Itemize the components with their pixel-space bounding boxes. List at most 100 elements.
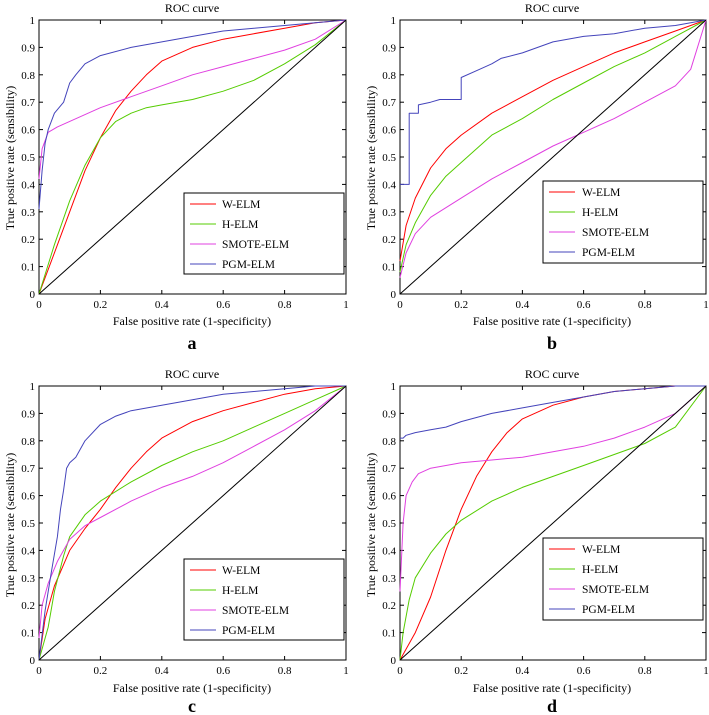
series-line-w-elm bbox=[399, 19, 707, 262]
x-axis-label: False positive rate (1-specificity) bbox=[473, 681, 631, 695]
legend-label-smote-elm: SMOTE-ELM bbox=[582, 584, 649, 596]
y-tick-label: 0.4 bbox=[382, 179, 396, 191]
legend: W-ELM H-ELM SMOTE-ELM PGM-ELM bbox=[542, 180, 704, 264]
y-tick-label: 1 bbox=[30, 381, 36, 393]
y-tick-label: 0.6 bbox=[21, 125, 35, 137]
y-axis-label-group: True positive rate (sensibility) bbox=[3, 86, 17, 231]
diagonal-reference-line bbox=[38, 19, 347, 295]
x-tick-label: 0.6 bbox=[577, 299, 591, 311]
y-tick-label: 0.9 bbox=[382, 408, 396, 420]
series-line-smote-elm bbox=[399, 385, 707, 592]
y-tick-label: 0.2 bbox=[21, 234, 35, 246]
x-tick-label: 0 bbox=[397, 299, 403, 311]
y-tick-label: 0 bbox=[391, 655, 397, 667]
series-line-h-elm bbox=[399, 385, 707, 661]
legend-label-w-elm: W-ELM bbox=[582, 544, 620, 556]
y-tick-label: 0.2 bbox=[382, 234, 396, 246]
y-tick-label: 0.2 bbox=[382, 600, 396, 612]
tick-group: 0 0.2 0.4 0.6 0.8 1 0 0.1 0.2 0.3 0.4 0.5 0.6 0.7 0.8 0… bbox=[21, 15, 349, 311]
y-tick-label: 0.3 bbox=[382, 207, 396, 219]
series-line-smote-elm bbox=[38, 19, 347, 179]
y-axis-label: True positive rate (sensibility) bbox=[364, 86, 378, 231]
y-tick-label: 0 bbox=[391, 289, 397, 301]
panel-a: ROC curve True positive rate (sensibilit… bbox=[3, 1, 349, 353]
y-tick-label: 1 bbox=[391, 15, 397, 27]
x-tick-label: 0.2 bbox=[454, 665, 468, 677]
x-tick-label: 0.4 bbox=[155, 299, 169, 311]
legend-label-pgm-elm: PGM-ELM bbox=[582, 604, 635, 616]
legend-label-h-elm: H-ELM bbox=[582, 207, 618, 219]
x-tick-label: 0.4 bbox=[516, 665, 530, 677]
series-group bbox=[38, 19, 347, 295]
series-line-smote-elm bbox=[38, 385, 347, 639]
x-axis-label: False positive rate (1-specificity) bbox=[473, 314, 631, 328]
y-tick-label: 0.8 bbox=[382, 436, 396, 448]
x-tick-label: 1 bbox=[343, 665, 349, 677]
series-line-w-elm bbox=[38, 385, 347, 661]
y-tick-label: 0.1 bbox=[382, 628, 396, 640]
y-axis-label: True positive rate (sensibility) bbox=[3, 453, 17, 598]
x-tick-label: 0.8 bbox=[278, 665, 292, 677]
legend: W-ELM H-ELM SMOTE-ELM PGM-ELM bbox=[183, 192, 345, 275]
chart-title: ROC curve bbox=[525, 367, 579, 381]
y-tick-label: 0 bbox=[30, 289, 36, 301]
legend-label-h-elm: H-ELM bbox=[582, 564, 618, 576]
legend-box bbox=[183, 558, 345, 641]
legend-label-smote-elm: SMOTE-ELM bbox=[222, 239, 289, 251]
x-tick-label: 0 bbox=[36, 299, 42, 311]
y-tick-label: 0.5 bbox=[382, 152, 396, 164]
diagonal-reference-line bbox=[399, 385, 707, 661]
y-axis-label: True positive rate (sensibility) bbox=[364, 453, 378, 598]
x-axis-label: False positive rate (1-specificity) bbox=[113, 681, 271, 695]
diagonal-reference-line bbox=[38, 385, 347, 661]
y-tick-label: 0.8 bbox=[382, 70, 396, 82]
x-tick-label: 1 bbox=[703, 299, 709, 311]
y-tick-label: 0.1 bbox=[21, 628, 35, 640]
panel-c: ROC curve True positive rate (sensibilit… bbox=[3, 367, 349, 715]
legend-label-pgm-elm: PGM-ELM bbox=[582, 247, 635, 259]
y-tick-label: 0.9 bbox=[21, 408, 35, 420]
panel-label: b bbox=[547, 333, 557, 353]
chart-title: ROC curve bbox=[525, 1, 579, 15]
x-tick-label: 0.8 bbox=[638, 665, 652, 677]
x-tick-label: 0.4 bbox=[155, 665, 169, 677]
legend: W-ELM H-ELM SMOTE-ELM PGM-ELM bbox=[183, 558, 345, 641]
diagonal-reference-line bbox=[399, 19, 707, 295]
series-line-h-elm bbox=[38, 19, 347, 295]
x-tick-label: 0.2 bbox=[94, 665, 108, 677]
y-tick-label: 0.5 bbox=[21, 152, 35, 164]
series-line-pgm-elm bbox=[400, 385, 706, 439]
x-tick-label: 0 bbox=[397, 665, 403, 677]
panel-label: c bbox=[188, 696, 196, 715]
legend-label-smote-elm: SMOTE-ELM bbox=[222, 605, 289, 617]
series-line-h-elm bbox=[38, 385, 347, 661]
series-group bbox=[399, 385, 707, 661]
y-tick-label: 0.7 bbox=[382, 463, 396, 475]
y-tick-label: 0 bbox=[30, 655, 36, 667]
y-tick-label: 0.5 bbox=[21, 518, 35, 530]
x-tick-label: 0.8 bbox=[638, 299, 652, 311]
legend-box bbox=[183, 192, 345, 275]
y-tick-label: 0.7 bbox=[21, 463, 35, 475]
series-line-pgm-elm bbox=[38, 385, 346, 661]
y-tick-label: 0.1 bbox=[21, 262, 35, 274]
series-group bbox=[399, 19, 707, 278]
legend-label-pgm-elm: PGM-ELM bbox=[222, 259, 275, 271]
y-tick-label: 0.1 bbox=[382, 262, 396, 274]
x-tick-label: 0.6 bbox=[216, 665, 230, 677]
legend-label-pgm-elm: PGM-ELM bbox=[222, 625, 275, 637]
x-tick-label: 0.2 bbox=[94, 299, 108, 311]
x-tick-label: 0.6 bbox=[577, 665, 591, 677]
x-tick-label: 0.2 bbox=[454, 299, 468, 311]
y-tick-label: 1 bbox=[30, 15, 36, 27]
series-line-smote-elm bbox=[399, 19, 707, 278]
series-line-pgm-elm bbox=[38, 19, 347, 210]
panel-b: ROC curve True positive rate (sensibilit… bbox=[364, 1, 709, 353]
y-tick-label: 0.3 bbox=[21, 207, 35, 219]
legend-label-smote-elm: SMOTE-ELM bbox=[582, 227, 649, 239]
x-tick-label: 0.6 bbox=[216, 299, 230, 311]
x-axis-label: False positive rate (1-specificity) bbox=[113, 314, 271, 328]
y-tick-label: 0.3 bbox=[21, 573, 35, 585]
legend-label-w-elm: W-ELM bbox=[222, 199, 260, 211]
